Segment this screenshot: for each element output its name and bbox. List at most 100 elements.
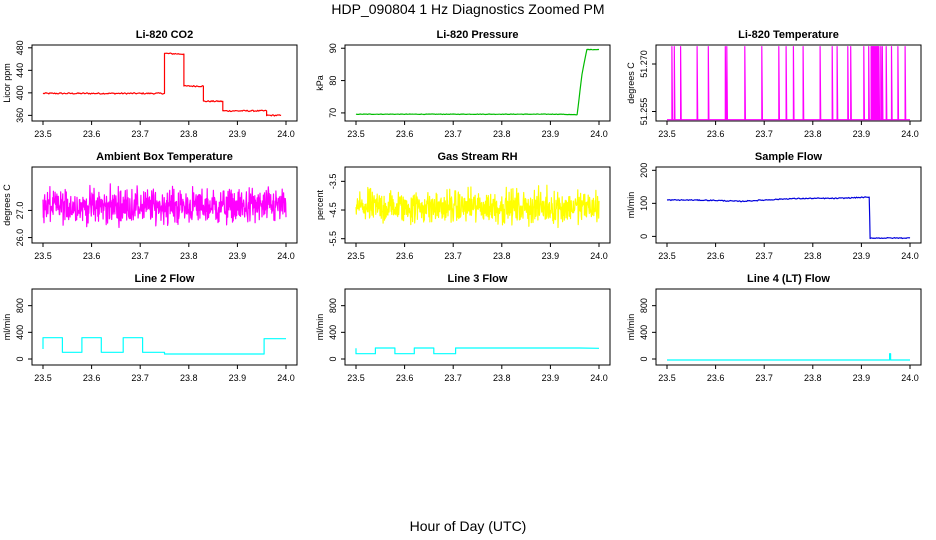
x-tick-label: 24.0 <box>901 129 919 139</box>
plot-frame <box>31 166 298 244</box>
x-tick-label: 23.8 <box>180 129 198 139</box>
y-tick-label: 400 <box>639 325 649 340</box>
x-tick-label: 23.6 <box>707 373 725 383</box>
series-line-li-820-temperature <box>667 46 910 121</box>
plot-frame <box>344 166 611 244</box>
series-line-line-4-lt-flow <box>667 353 910 361</box>
x-tick-label: 23.7 <box>444 129 462 139</box>
plot-frame <box>344 44 611 122</box>
y-tick-label: 0 <box>639 234 649 239</box>
x-tick-label: 23.5 <box>34 373 52 383</box>
y-tick-label: -3.5 <box>328 174 338 190</box>
x-tick-label: 24.0 <box>590 129 608 139</box>
chart-title: Li-820 Temperature <box>738 29 839 41</box>
y-tick-label: 0 <box>328 356 338 361</box>
chart-title: Sample Flow <box>755 151 823 163</box>
x-tick-label: 23.7 <box>755 129 773 139</box>
y-tick-label: 0 <box>639 356 649 361</box>
x-tick-label: 23.9 <box>853 251 871 261</box>
x-tick-label: 23.9 <box>542 373 560 383</box>
series-line-sample-flow <box>666 196 911 240</box>
y-tick-label: 400 <box>328 325 338 340</box>
y-tick-label: 400 <box>15 325 25 340</box>
y-tick-label: 360 <box>15 108 25 123</box>
x-tick-label: 23.9 <box>853 129 871 139</box>
chart-title: Ambient Box Temperature <box>96 151 233 163</box>
y-axis-label: ml/min <box>626 192 636 219</box>
x-tick-label: 23.9 <box>229 129 247 139</box>
y-tick-label: 51.255 <box>639 98 649 126</box>
plot-frame <box>31 288 298 366</box>
y-axis-label: kPa <box>315 75 325 91</box>
x-tick-label: 23.7 <box>444 373 462 383</box>
x-tick-label: 23.7 <box>444 251 462 261</box>
x-tick-label: 23.5 <box>658 373 676 383</box>
x-tick-label: 23.9 <box>229 251 247 261</box>
x-tick-label: 23.7 <box>755 373 773 383</box>
y-tick-label: 800 <box>328 298 338 313</box>
chart-panel-5: Gas Stream RH percent 23.5 23.6 23.7 23.8 23.9… <box>315 151 611 261</box>
series-line-line-3-flow <box>355 347 600 355</box>
x-tick-label: 23.6 <box>83 373 101 383</box>
x-tick-label: 23.7 <box>131 251 149 261</box>
x-tick-label: 23.8 <box>804 251 822 261</box>
x-tick-label: 23.6 <box>396 251 414 261</box>
chart-panel-2: Li-820 Pressure kPa 23.5 23.6 23.7 23.8 23.9 24… <box>315 29 611 139</box>
x-tick-label: 24.0 <box>901 373 919 383</box>
x-tick-label: 23.6 <box>707 251 725 261</box>
plot-frame <box>31 44 298 122</box>
x-tick-label: 23.7 <box>755 251 773 261</box>
x-tick-label: 24.0 <box>277 251 295 261</box>
y-tick-label: 26.0 <box>15 229 25 247</box>
chart-title: Line 3 Flow <box>448 273 508 285</box>
y-tick-label: 800 <box>639 298 649 313</box>
chart-title: Line 2 Flow <box>135 273 195 285</box>
figure-title: HDP_090804 1 Hz Diagnostics Zoomed PM <box>331 1 605 17</box>
x-tick-label: 23.5 <box>34 129 52 139</box>
x-tick-label: 23.6 <box>83 251 101 261</box>
chart-title: Gas Stream RH <box>437 151 517 163</box>
x-tick-label: 23.8 <box>493 373 511 383</box>
y-tick-label: -4.5 <box>328 202 338 218</box>
y-axis-label: ml/min <box>315 314 325 341</box>
series-line-gas-stream-rh <box>355 184 600 229</box>
x-tick-label: 24.0 <box>901 251 919 261</box>
chart-title: Li-820 CO2 <box>136 29 193 41</box>
y-tick-label: 200 <box>639 163 649 178</box>
plot-frame <box>655 44 922 122</box>
x-tick-label: 23.5 <box>34 251 52 261</box>
x-tick-label: 24.0 <box>590 373 608 383</box>
y-axis-label: Licor ppm <box>2 63 12 103</box>
y-tick-label: -5.5 <box>328 231 338 247</box>
x-tick-label: 23.5 <box>347 251 365 261</box>
x-tick-label: 23.5 <box>347 129 365 139</box>
y-tick-label: 51.270 <box>639 50 649 78</box>
chart-title: Li-820 Pressure <box>437 29 519 41</box>
x-tick-label: 24.0 <box>277 129 295 139</box>
y-axis-label: degrees C <box>626 62 636 104</box>
series-line-ambient-box-temperature <box>42 183 287 229</box>
chart-panel-6: Sample Flow ml/min 23.5 23.6 23.7 23.8 23.9 24.… <box>626 151 922 261</box>
y-tick-label: 100 <box>639 196 649 211</box>
x-tick-label: 23.6 <box>83 129 101 139</box>
x-tick-label: 23.9 <box>542 251 560 261</box>
x-tick-label: 23.8 <box>493 129 511 139</box>
plot-frame <box>655 166 922 244</box>
y-tick-label: 27.0 <box>15 202 25 220</box>
x-tick-label: 23.6 <box>707 129 725 139</box>
x-tick-label: 23.6 <box>396 373 414 383</box>
x-tick-label: 23.8 <box>804 373 822 383</box>
x-tick-label: 23.8 <box>804 129 822 139</box>
y-tick-label: 80 <box>328 76 338 86</box>
x-tick-label: 24.0 <box>590 251 608 261</box>
x-axis-footer-label: Hour of Day (UTC) <box>409 518 527 534</box>
x-tick-label: 23.9 <box>542 129 560 139</box>
y-tick-label: 800 <box>15 298 25 313</box>
series-line-li-820-co2 <box>42 52 282 117</box>
y-axis-label: ml/min <box>2 314 12 341</box>
series-line-li-820-pressure <box>355 48 599 116</box>
x-tick-label: 23.9 <box>229 373 247 383</box>
y-tick-label: 90 <box>328 43 338 53</box>
